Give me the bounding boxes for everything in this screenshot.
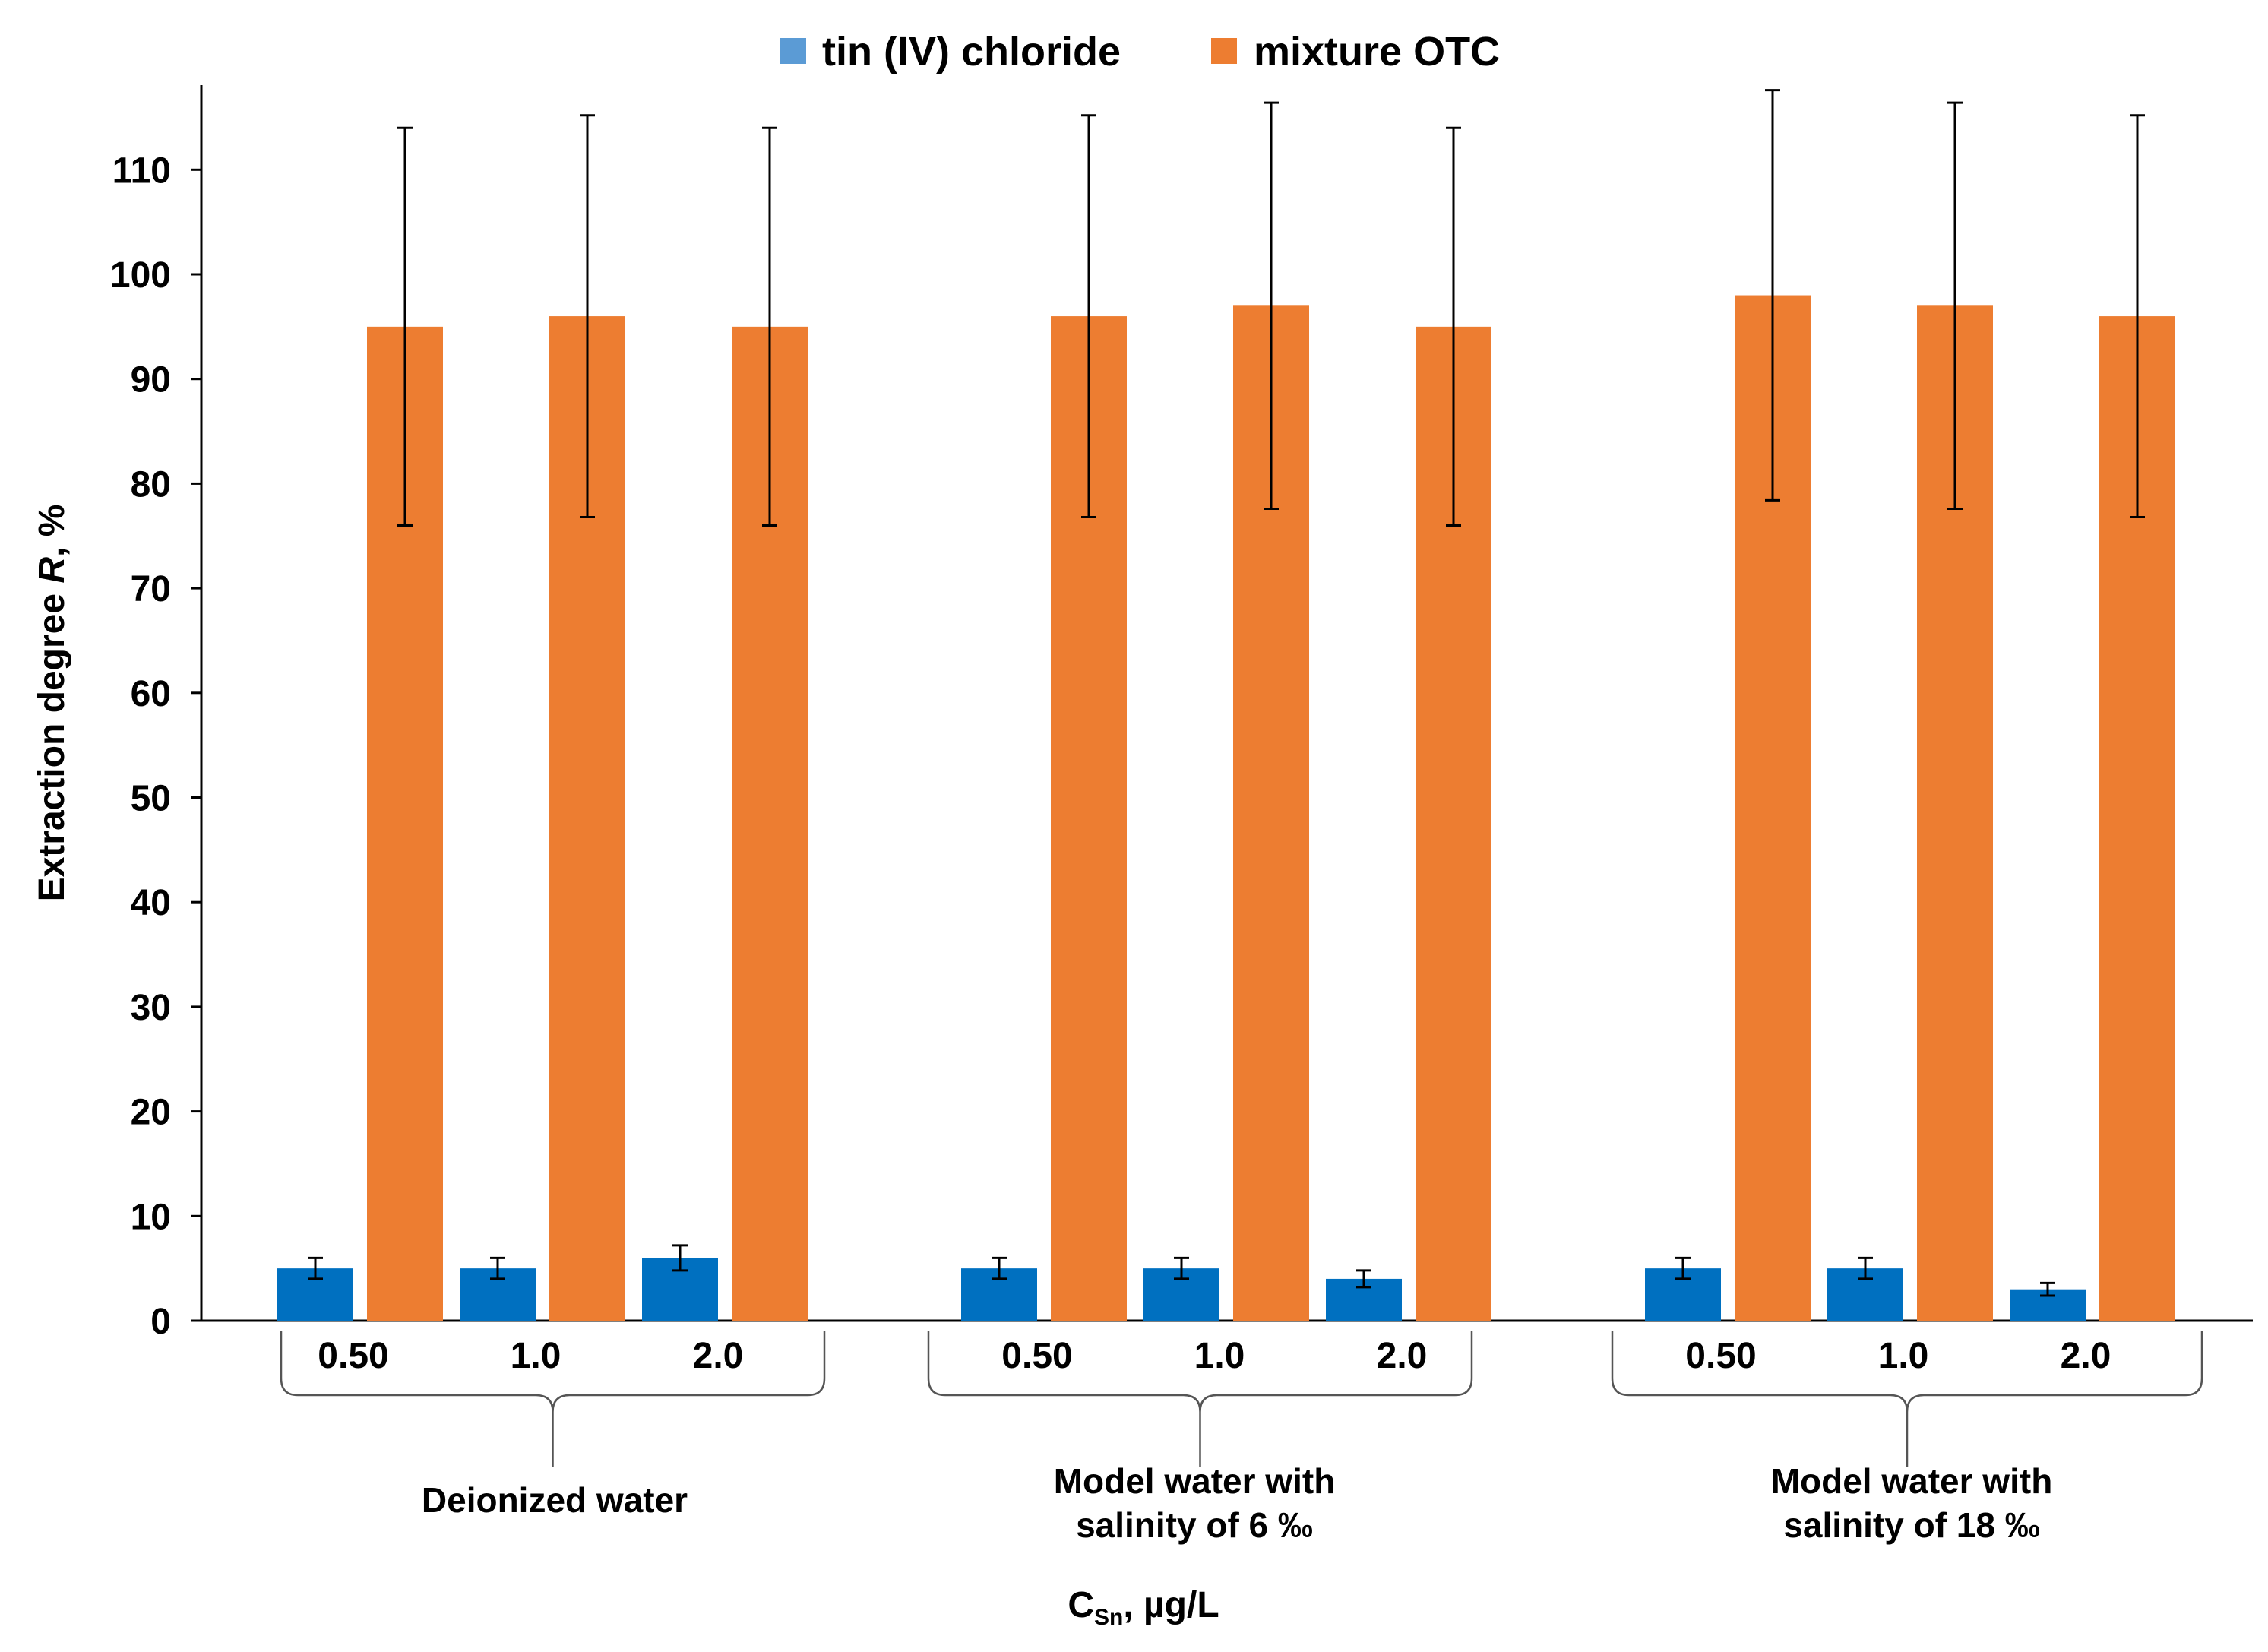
x-axis-title: CSn, µg/L	[1068, 1585, 1219, 1630]
x-axis-title-sub: Sn	[1094, 1605, 1123, 1630]
group-brace	[1611, 1331, 2203, 1467]
group-label: Model water with	[1771, 1461, 2053, 1501]
y-tick-label: 0	[150, 1302, 171, 1342]
y-axis-title-rest: , %	[32, 505, 72, 557]
y-tick-label: 40	[131, 883, 171, 923]
legend: tin (IV) chloride mixture OTC	[780, 29, 1500, 74]
y-tick-label: 80	[131, 464, 171, 505]
category-label: 1.0	[1878, 1336, 1929, 1376]
y-tick-label: 100	[110, 255, 171, 296]
x-axis-title-main: C	[1068, 1585, 1094, 1625]
category-label: 0.50	[318, 1336, 388, 1376]
category-label: 1.0	[511, 1336, 561, 1376]
category-labels: 0.50 1.0 2.0 0.50 1.0 2.0 0.50 1.0 2.0	[318, 1336, 2111, 1376]
y-axis-title-italic: R	[32, 557, 72, 584]
group-labels: Deionized water Model water withsalinity …	[422, 1461, 2052, 1545]
category-label: 2.0	[693, 1336, 744, 1376]
legend-swatch	[1211, 38, 1237, 64]
group-brace	[280, 1331, 826, 1467]
bars	[277, 295, 2175, 1321]
category-label: 1.0	[1194, 1336, 1245, 1376]
legend-swatch	[780, 38, 806, 64]
category-label: 2.0	[1377, 1336, 1428, 1376]
y-tick-label: 110	[112, 150, 171, 191]
y-axis-title: Extraction degree R, %	[32, 505, 72, 902]
legend-label: mixture OTC	[1254, 29, 1500, 74]
y-tick-label: 50	[131, 779, 171, 819]
y-axis-title-main: Extraction degree	[32, 584, 72, 902]
category-label: 0.50	[1685, 1336, 1756, 1376]
y-axis: 0 10 20 30 40 50 60 70 80 90 100 110	[110, 85, 203, 1342]
category-label: 2.0	[2061, 1336, 2111, 1376]
group-braces	[280, 1331, 2203, 1467]
y-tick-label: 70	[131, 569, 171, 609]
y-tick-label: 10	[131, 1197, 171, 1237]
group-label: Model water with	[1054, 1461, 1336, 1501]
group-brace	[927, 1331, 1473, 1467]
legend-label: tin (IV) chloride	[822, 29, 1121, 74]
error-bars	[308, 89, 2145, 1297]
group-label: salinity of 6 ‰	[1076, 1505, 1313, 1545]
y-tick-label: 90	[131, 360, 171, 400]
y-tick-label: 60	[131, 674, 171, 714]
category-label: 0.50	[1001, 1336, 1072, 1376]
y-tick-label: 20	[131, 1093, 171, 1133]
group-label: Deionized water	[422, 1480, 688, 1520]
x-axis-title-rest: , µg/L	[1123, 1585, 1219, 1625]
group-label: salinity of 18 ‰	[1783, 1505, 2039, 1545]
y-tick-label: 30	[131, 988, 171, 1028]
